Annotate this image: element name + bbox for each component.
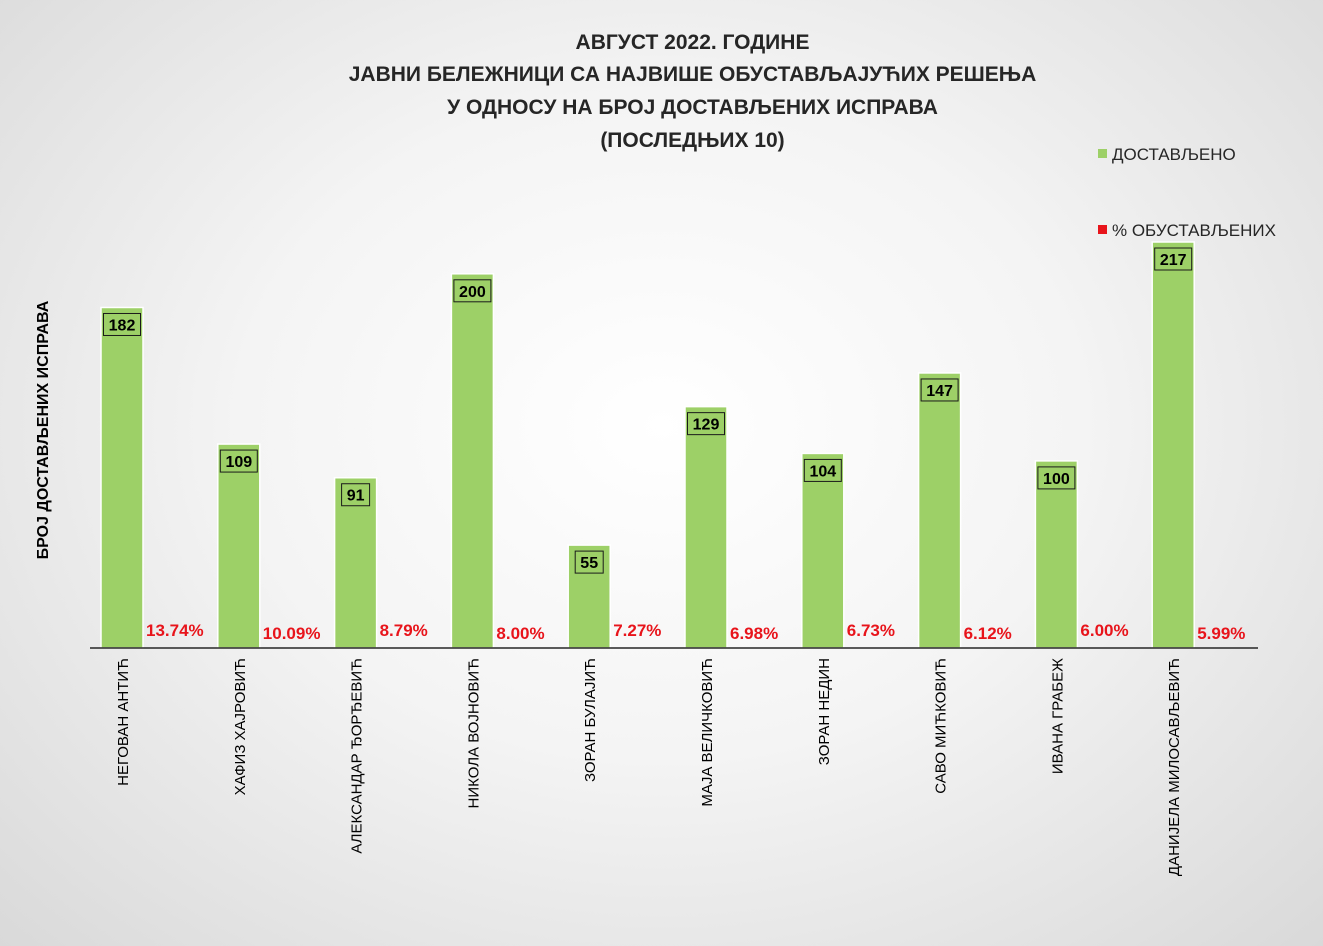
category-label: НИКОЛА ВОЈНОВИЋ	[465, 658, 482, 808]
chart-title-line-2: ЈАВНИ БЕЛЕЖНИЦИ СА НАЈВИШЕ ОБУСТАВЉАЈУЋИ…	[348, 63, 1037, 86]
bar-delivered	[100, 306, 144, 649]
category-label: МАЈА ВЕЛИЧКОВИЋ	[699, 658, 716, 807]
bar-delivered	[684, 405, 728, 649]
percent-label: 6.98%	[730, 624, 778, 643]
bar-delivered	[217, 443, 261, 649]
percent-label: 8.00%	[496, 624, 544, 643]
chart-title-line-4: (ПОСЛЕДЊИХ 10)	[600, 129, 785, 152]
percent-label: 6.73%	[847, 621, 895, 640]
bar-value-box	[453, 279, 492, 303]
legend-label-suspended: % ОБУСТАВЉЕНИХ	[1112, 221, 1276, 240]
bar-delivered	[1034, 460, 1079, 649]
category-label: АЛЕКСАНДАР ЂОРЂЕВИЋ	[349, 658, 366, 854]
bar-value-box	[103, 312, 141, 336]
category-label: ХАФИЗ ХАЈРОВИЋ	[232, 658, 249, 795]
percent-label: 8.79%	[380, 621, 428, 640]
bar-value-label: 217	[1160, 252, 1187, 269]
bar-value-box	[687, 412, 725, 436]
percent-label: 13.74%	[146, 621, 204, 640]
bar-value-label: 91	[347, 488, 365, 505]
bar-delivered	[801, 452, 845, 649]
bar-value-label: 109	[225, 454, 252, 471]
chart-title-line-3: У ОДНОСУ НА БРОЈ ДОСТАВЉЕНИХ ИСПРАВА	[447, 96, 938, 119]
legend-label-delivered: ДОСТАВЉЕНО	[1112, 145, 1236, 164]
category-label: НЕГОВАН АНТИЋ	[115, 658, 132, 786]
bar-value-box	[1154, 247, 1193, 271]
legend-item-delivered: ДОСТАВЉЕНО	[1098, 145, 1236, 165]
percent-label: 6.00%	[1080, 621, 1128, 640]
percent-label: 6.12%	[964, 624, 1012, 643]
category-label: САВО МИЋКОВИЋ	[933, 658, 950, 794]
bar-value-box	[219, 449, 258, 473]
percent-label: 10.09%	[263, 624, 321, 643]
bar-value-label: 104	[809, 463, 836, 480]
category-label: ИВАНА ГРАБЕЖ	[1049, 658, 1066, 774]
bar-value-label: 129	[693, 417, 720, 434]
bar-value-label: 200	[459, 284, 486, 301]
category-label: ЗОРАН НЕДИН	[816, 658, 833, 765]
bar-value-box	[574, 550, 604, 574]
bar-delivered	[917, 372, 962, 649]
legend-swatch-delivered	[1098, 149, 1107, 159]
bar-value-label: 147	[926, 383, 953, 400]
bar-value-box	[1037, 466, 1076, 490]
bar-value-box	[341, 483, 371, 507]
legend-item-suspended: % ОБУСТАВЉЕНИХ	[1098, 221, 1276, 241]
percent-label: 7.27%	[613, 621, 661, 640]
category-label: ЗОРАН БУЛАЈИЋ	[582, 658, 599, 782]
bar-delivered	[1151, 241, 1195, 649]
bar-delivered	[450, 273, 495, 649]
percent-label: 5.99%	[1197, 624, 1245, 643]
bar-value-label: 55	[580, 555, 598, 572]
chart-title-line-1: АВГУСТ 2022. ГОДИНЕ	[575, 31, 810, 54]
bar-value-label: 182	[109, 317, 136, 334]
bar-value-box	[803, 458, 842, 482]
legend-swatch-suspended	[1098, 225, 1107, 235]
bar-value-label: 100	[1043, 471, 1070, 488]
category-label: ДАНИЈЕЛА МИЛОСАВЉЕВИЋ	[1166, 658, 1183, 876]
bar-value-box	[920, 378, 959, 402]
